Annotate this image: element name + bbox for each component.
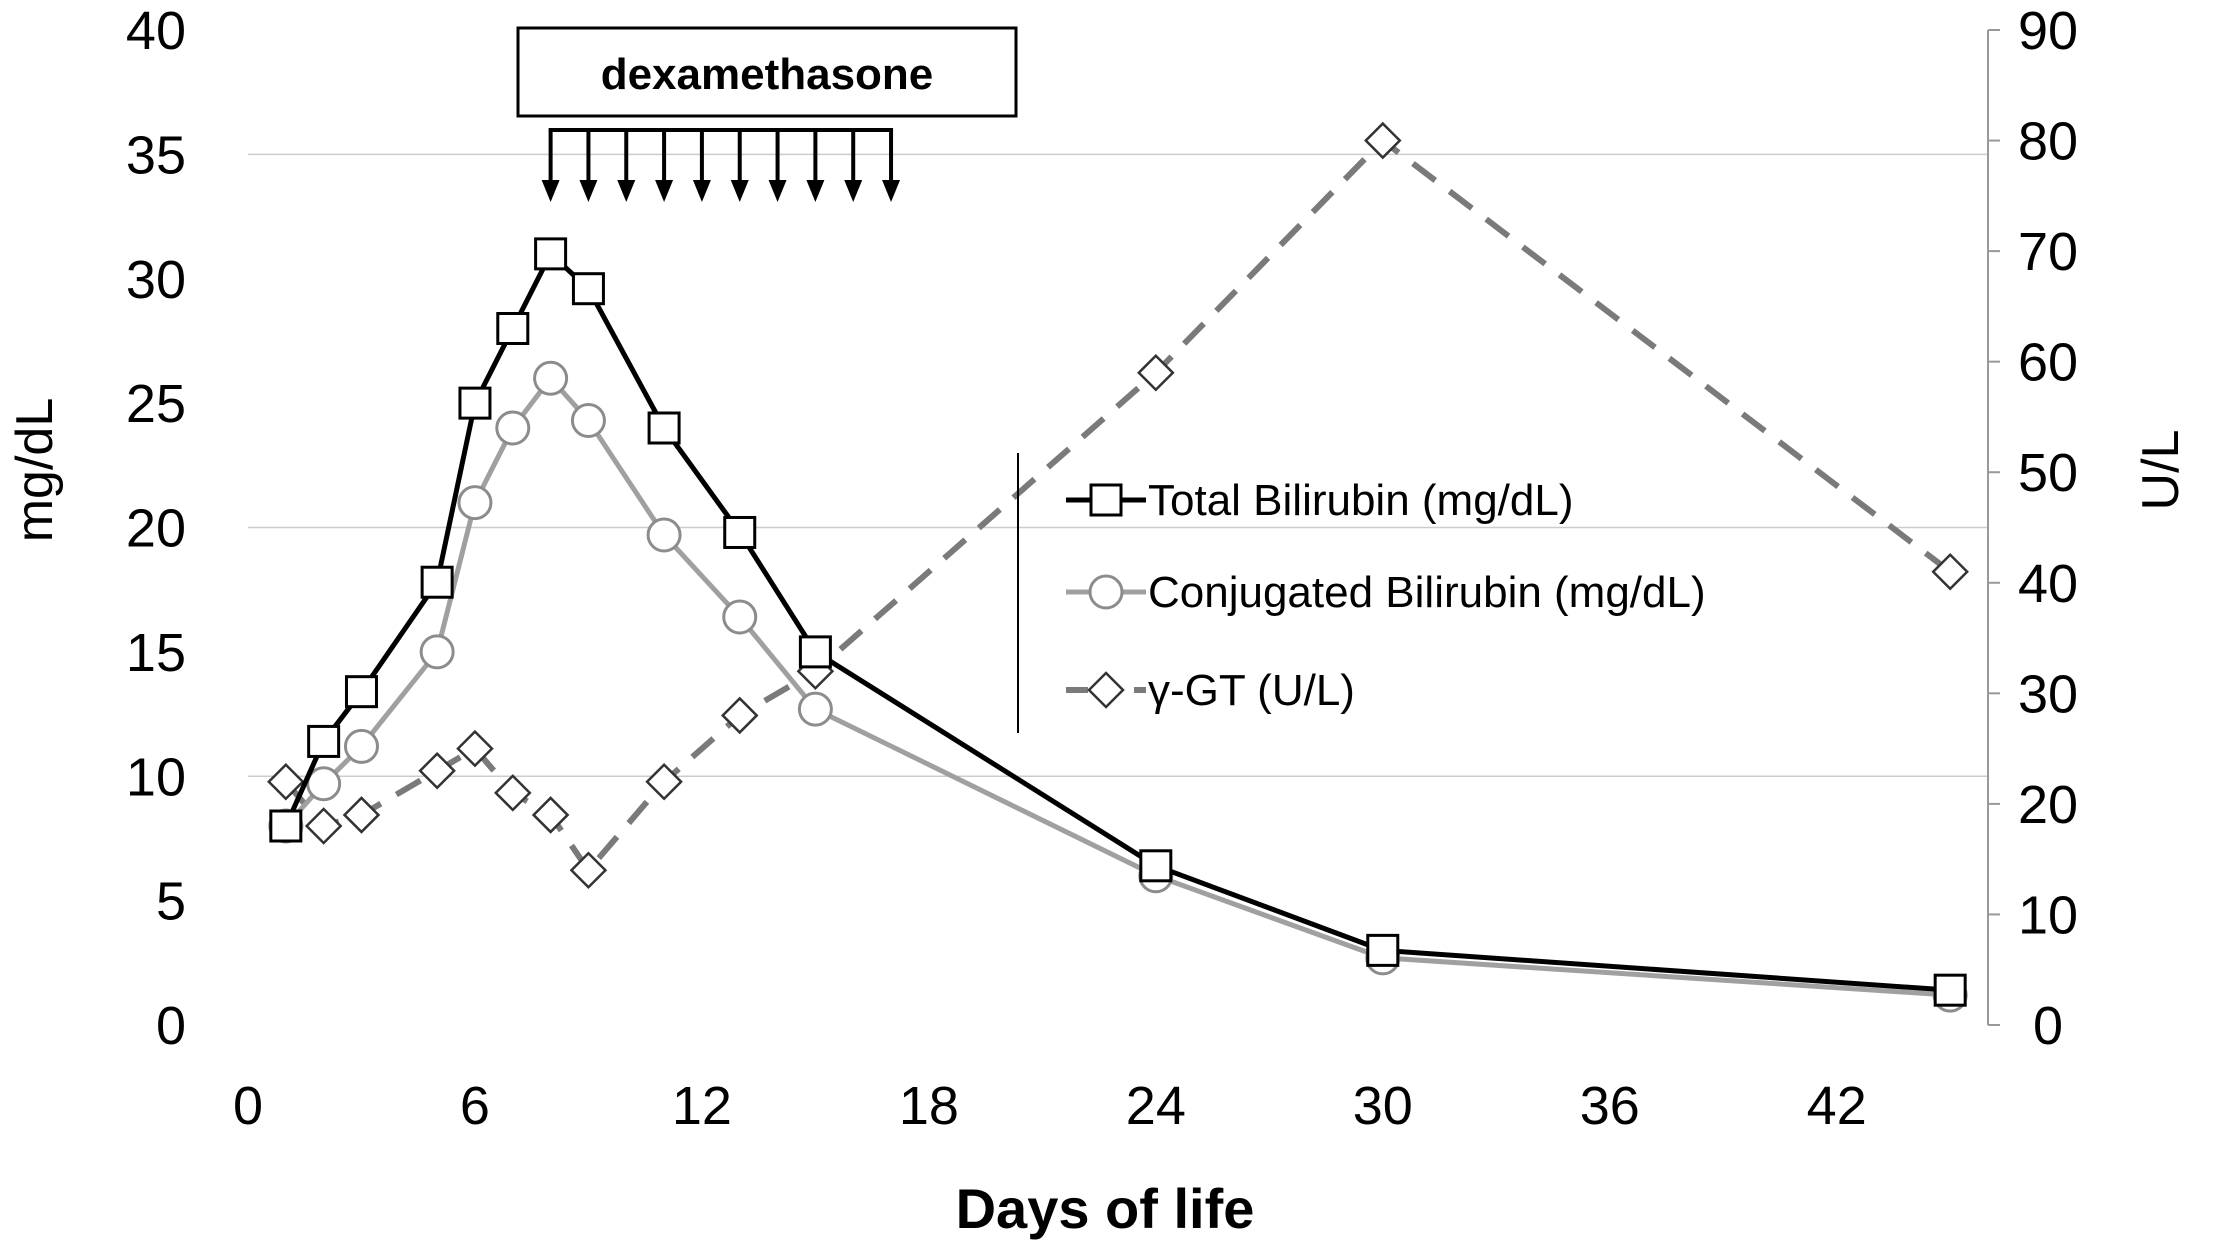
y-tick-label: 5 xyxy=(156,872,186,932)
x-axis-ticks: 0 6 12 18 24 30 36 42 xyxy=(233,1076,1867,1136)
y2-tick-label: 50 xyxy=(2018,443,2078,503)
data-point xyxy=(798,635,832,669)
dose-arrow-head xyxy=(617,180,636,202)
data-point xyxy=(531,796,570,834)
y-tick-label: 40 xyxy=(126,1,186,61)
y-tick-label: 35 xyxy=(126,125,186,185)
x-tick-label: 42 xyxy=(1807,1076,1867,1136)
data-point xyxy=(267,763,305,801)
x-tick-label: 30 xyxy=(1353,1076,1413,1136)
y2-tick-label: 30 xyxy=(2018,664,2078,724)
data-point xyxy=(570,403,606,439)
data-point xyxy=(1366,933,1400,967)
annotation-box xyxy=(516,26,1018,118)
legend-label: Total Bilirubin (mg/dL) xyxy=(1148,476,1574,525)
data-point xyxy=(344,675,378,709)
data-point xyxy=(269,809,303,843)
data-point xyxy=(458,386,492,420)
dose-arrow-head xyxy=(806,180,825,202)
dose-arrow-head xyxy=(768,180,787,202)
data-point xyxy=(534,237,568,271)
series-diamond xyxy=(267,121,1969,889)
data-point xyxy=(1931,552,1969,591)
data-point xyxy=(723,515,757,549)
x-tick-label: 18 xyxy=(899,1076,959,1136)
data-point xyxy=(304,807,343,845)
y2-tick-label: 10 xyxy=(2018,885,2078,945)
y-tick-label: 20 xyxy=(126,499,186,559)
y2-tick-label: 70 xyxy=(2018,222,2078,282)
x-tick-label: 36 xyxy=(1580,1076,1640,1136)
series-line xyxy=(283,137,1952,874)
data-point xyxy=(456,729,494,768)
x-tick-label: 0 xyxy=(233,1076,263,1136)
data-point xyxy=(342,796,381,834)
data-point xyxy=(343,728,379,764)
y2-tick-label: 20 xyxy=(2018,775,2078,835)
dexamethasone-annotation: dexamethasone xyxy=(516,26,1018,202)
y-tick-label: 0 xyxy=(156,996,186,1056)
legend-marker xyxy=(1087,671,1125,709)
legend-label: γ-GT (U/L) xyxy=(1148,666,1355,715)
y-tick-label: 30 xyxy=(126,250,186,310)
series-line xyxy=(283,251,1951,993)
data-point xyxy=(457,485,493,521)
dose-arrow-head xyxy=(844,180,863,202)
gridlines xyxy=(248,153,1988,777)
data-point xyxy=(306,766,342,802)
series-square xyxy=(269,237,1967,1007)
y-axis-ticks: 0 5 10 15 20 25 30 35 40 xyxy=(126,1,186,1056)
data-point xyxy=(1364,121,1402,160)
data-point xyxy=(647,411,681,445)
y2-tick-label: 80 xyxy=(2018,112,2078,172)
y2-tick-label: 60 xyxy=(2018,333,2078,393)
data-point xyxy=(420,565,454,599)
dose-arrow-head xyxy=(730,180,749,202)
y2-axis-ticks: 0 10 20 30 40 50 60 70 80 90 xyxy=(1988,1,2078,1056)
y2-axis-label: U/L xyxy=(2132,430,2190,511)
legend-label: Conjugated Bilirubin (mg/dL) xyxy=(1148,568,1706,617)
dose-arrows xyxy=(541,130,901,202)
data-point xyxy=(307,724,341,758)
dose-arrow-head xyxy=(541,180,560,202)
data-point xyxy=(418,751,456,790)
data-point xyxy=(645,763,683,801)
series-line xyxy=(283,375,1951,998)
series-layer xyxy=(267,121,1969,1013)
x-tick-label: 6 xyxy=(460,1076,490,1136)
legend-marker xyxy=(1088,574,1124,610)
data-point xyxy=(533,360,569,396)
x-tick-label: 24 xyxy=(1126,1076,1186,1136)
data-point xyxy=(496,312,530,345)
dose-arrow-head xyxy=(882,180,901,202)
data-point xyxy=(494,774,532,812)
dose-arrow-head xyxy=(692,180,711,202)
data-point xyxy=(1933,973,1967,1007)
y2-tick-label: 0 xyxy=(2033,996,2063,1056)
y-axis-label: mg/dL xyxy=(6,398,64,543)
annotation-label: dexamethasone xyxy=(601,50,934,99)
x-axis-label: Days of life xyxy=(956,1177,1255,1240)
legend: Total Bilirubin (mg/dL) Conjugated Biliru… xyxy=(1017,453,1706,733)
data-point xyxy=(646,517,682,553)
data-point xyxy=(569,851,608,889)
data-point xyxy=(720,696,759,735)
x-tick-label: 12 xyxy=(672,1076,732,1136)
data-point xyxy=(1137,353,1175,392)
legend-marker xyxy=(1089,483,1123,517)
data-point xyxy=(1139,849,1173,883)
y-tick-label: 10 xyxy=(126,747,186,807)
y-tick-label: 15 xyxy=(126,623,186,683)
dose-arrow-head xyxy=(655,180,674,202)
dose-arrow-head xyxy=(579,180,598,202)
data-point xyxy=(797,691,833,727)
y2-tick-label: 40 xyxy=(2018,554,2078,614)
y-tick-label: 25 xyxy=(126,374,186,434)
data-point xyxy=(495,410,531,446)
y2-tick-label: 90 xyxy=(2018,1,2078,61)
data-point xyxy=(419,634,455,670)
data-point xyxy=(571,272,605,306)
data-point xyxy=(722,599,758,635)
